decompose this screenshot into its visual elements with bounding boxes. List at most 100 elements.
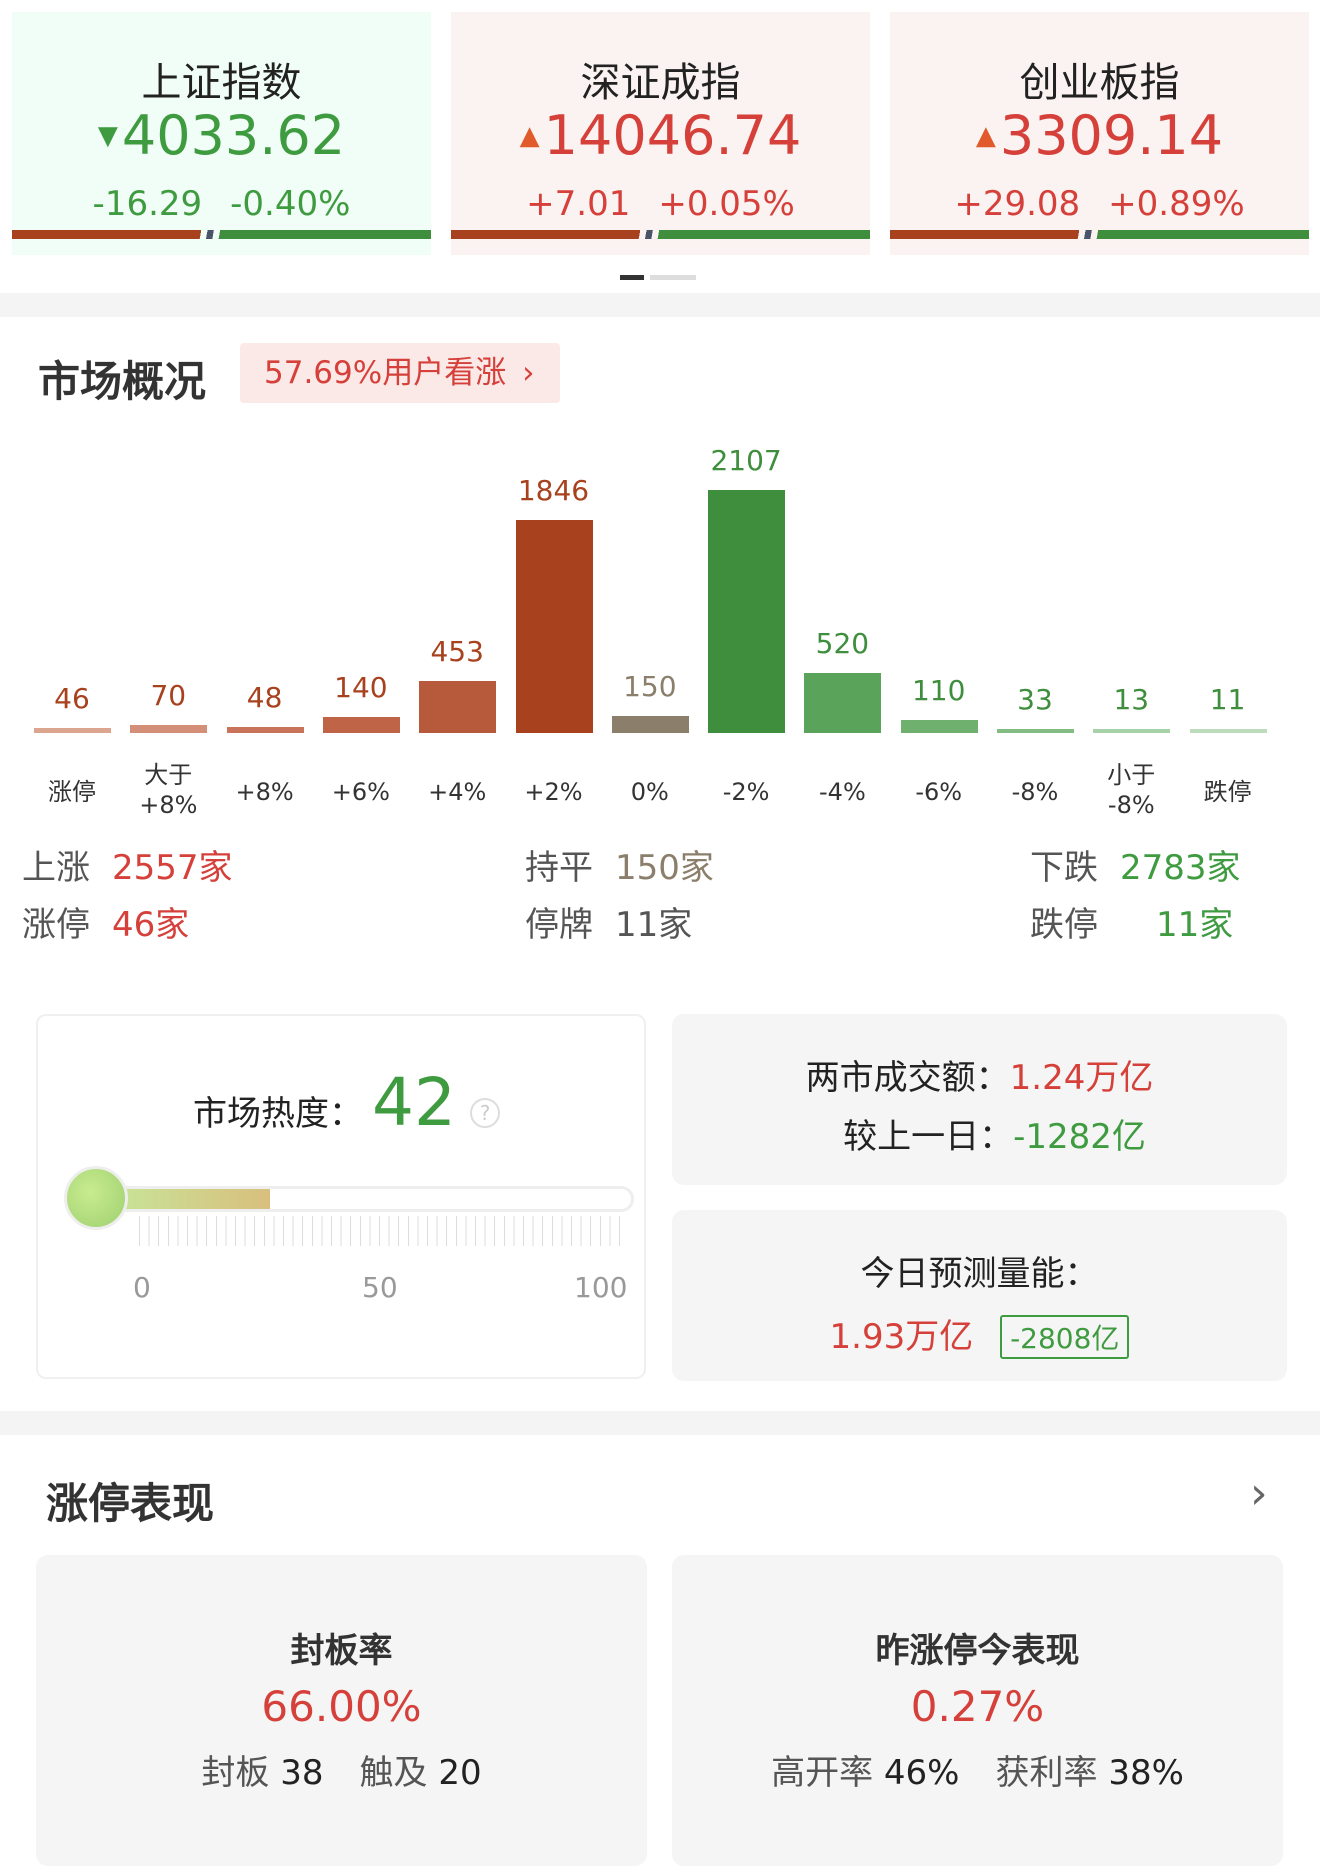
turnover-label: 两市成交额： [805, 1058, 1010, 1098]
index-name: 上证指数 [141, 60, 302, 106]
turnover-diff-label: 较上一日： [843, 1117, 1014, 1157]
bar [900, 720, 978, 733]
stat-suspended: 停牌 11家 [525, 897, 692, 946]
bar-value-label: 453 [430, 634, 484, 668]
index-card[interactable]: 上证指数 ▼4033.62 -16.29 -0.40% [12, 12, 431, 255]
sentiment-text: 57.69%用户看涨 [264, 355, 507, 391]
category-label: +6% [331, 778, 390, 806]
bar [322, 716, 400, 733]
change: -16.29 [92, 184, 203, 224]
category-label: +4% [428, 778, 487, 806]
turnover-diff: -1282亿 [1013, 1117, 1146, 1157]
pager-dot[interactable] [650, 275, 696, 280]
category-label: 大于 +8% [139, 761, 198, 819]
bar [130, 724, 208, 733]
heat-label: 市场热度： [193, 1094, 363, 1134]
label: 高开率 [771, 1753, 874, 1793]
bar-value-label: 140 [334, 670, 388, 704]
forecast-card: 今日预测量能： 1.93万亿 -2808亿 [672, 1210, 1287, 1381]
pager[interactable] [620, 275, 696, 280]
pager-dot-active[interactable] [620, 275, 644, 280]
index-name: 深证成指 [580, 60, 741, 106]
seal-rate-card[interactable]: 封板率 66.00% 封板 38 触及 20 [36, 1555, 647, 1866]
index-change: -16.29 -0.40% [12, 184, 431, 224]
chevron-right-icon: › [522, 355, 535, 391]
category-label: +8% [235, 778, 294, 806]
turnover-value: 1.24万亿 [1009, 1058, 1154, 1098]
label: 跌停 [1030, 905, 1098, 945]
heat-card: 市场热度： 42 ? 0 50 100 [36, 1014, 646, 1379]
value: 11家 [615, 905, 693, 945]
divider [0, 1411, 1320, 1435]
value: 3309.14 [999, 104, 1224, 167]
bar-value-label: 110 [911, 674, 966, 708]
bar-value-label: 70 [150, 678, 187, 712]
up-down-ratio-bar [451, 230, 870, 239]
turnover-card: 两市成交额：1.24万亿 较上一日：-1282亿 [672, 1014, 1287, 1185]
seal-title: 封板率 [290, 1631, 393, 1671]
forecast-label: 今日预测量能： [860, 1254, 1099, 1294]
index-card[interactable]: 创业板指 ▲3309.14 +29.08 +0.89% [890, 12, 1309, 255]
label: 触及 [359, 1753, 428, 1793]
label: 上涨 [22, 848, 90, 888]
bar [1189, 729, 1267, 733]
heat-bulb [64, 1166, 128, 1230]
label: 下跌 [1030, 848, 1098, 888]
category-label: +2% [524, 778, 583, 806]
value: 2783家 [1120, 848, 1241, 888]
chevron-right-icon[interactable]: › [1250, 1468, 1268, 1519]
change-pct: +0.89% [1108, 184, 1245, 224]
arrow-up-icon: ▲ [975, 121, 996, 151]
change: +29.08 [954, 184, 1081, 224]
seal-value: 66.00% [261, 1682, 422, 1731]
index-value: ▼4033.62 [12, 104, 431, 167]
up-down-ratio-bar [890, 230, 1309, 239]
label: 持平 [525, 848, 593, 888]
index-change: +7.01 +0.05% [451, 184, 870, 224]
sentiment-badge[interactable]: 57.69%用户看涨 › [240, 343, 560, 403]
label: 封板 [201, 1753, 270, 1793]
bar [226, 727, 304, 733]
change-pct: -0.40% [230, 184, 351, 224]
divider [0, 293, 1320, 317]
forecast-diff: -2808亿 [1000, 1315, 1130, 1359]
stat-down: 下跌 2783家 [1030, 840, 1241, 889]
index-card[interactable]: 深证成指 ▲14046.74 +7.01 +0.05% [451, 12, 870, 255]
category-label: -8% [1011, 778, 1059, 806]
bar [708, 490, 786, 733]
index-value: ▲3309.14 [890, 104, 1309, 167]
change-pct: +0.05% [658, 184, 795, 224]
bar [1093, 729, 1171, 733]
yesterday-title: 昨涨停今表现 [875, 1631, 1080, 1671]
bar [804, 673, 882, 733]
help-icon[interactable]: ? [470, 1098, 500, 1128]
up-down-ratio-bar [12, 230, 431, 239]
bar-value-label: 33 [1017, 683, 1053, 716]
yesterday-limit-card[interactable]: 昨涨停今表现 0.27% 高开率 46% 获利率 38% [672, 1555, 1283, 1866]
yesterday-value: 0.27% [910, 1682, 1045, 1731]
index-change: +29.08 +0.89% [890, 184, 1309, 224]
section-title: 市场概况 [38, 357, 207, 406]
tick-0: 0 [133, 1271, 151, 1304]
index-name: 创业板指 [1019, 60, 1180, 106]
bar-value-label: 11 [1209, 683, 1246, 716]
stat-limit-down: 跌停 11家 [1030, 897, 1233, 946]
arrow-up-icon: ▲ [519, 121, 540, 151]
bar [515, 520, 593, 733]
forecast-value: 1.93万亿 [829, 1317, 974, 1357]
bar [419, 680, 497, 733]
bar-value-label: 46 [54, 681, 90, 715]
bar-value-label: 520 [815, 627, 870, 661]
category-label: 涨停 [48, 778, 96, 806]
category-label: -4% [819, 778, 866, 806]
value: 46% [883, 1753, 960, 1793]
stat-up: 上涨 2557家 [22, 840, 233, 889]
value: 38% [1108, 1753, 1184, 1793]
bar-value-label: 2107 [710, 444, 782, 477]
index-value: ▲14046.74 [451, 104, 870, 167]
value: 2557家 [112, 848, 233, 888]
category-label: 0% [630, 778, 669, 806]
bar-value-label: 48 [246, 681, 283, 715]
change: +7.01 [526, 184, 631, 224]
heat-fill [98, 1189, 271, 1209]
